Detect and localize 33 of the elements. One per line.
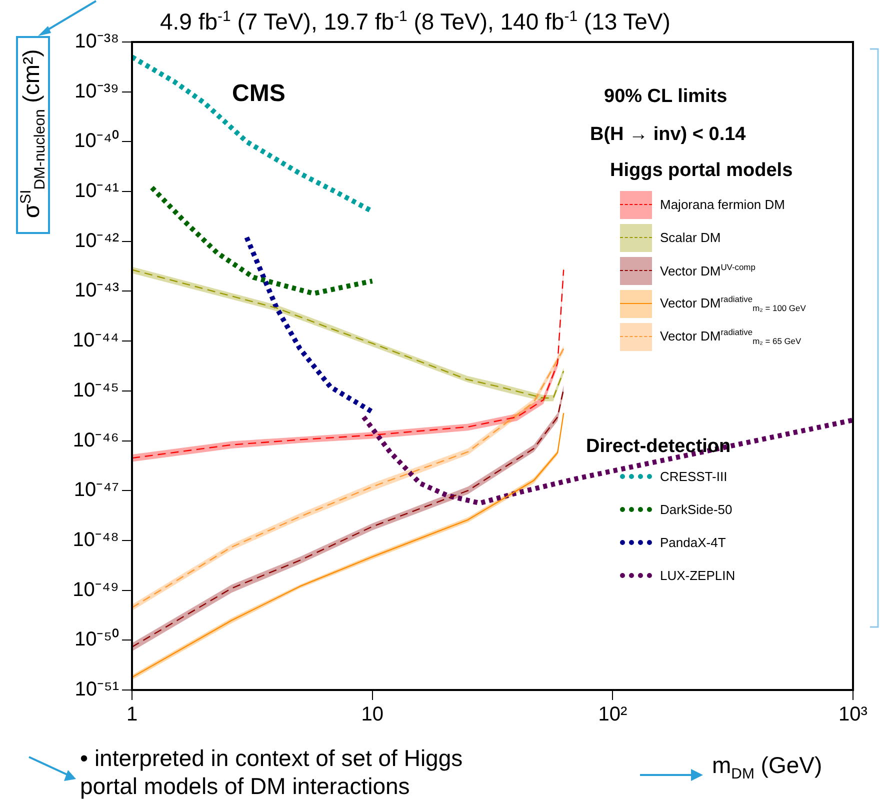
- y-tick-label: 10⁻³⁸: [74, 30, 119, 53]
- legend-label: CRESST-III: [660, 469, 728, 484]
- x-tick-label: 10³: [838, 704, 868, 726]
- x-axis-title: m$_{DM}$ (GeV): [712, 752, 822, 783]
- y-tick-label: 10⁻⁵⁰: [74, 628, 119, 651]
- x-tick-label: 1: [126, 704, 138, 726]
- x-tick-label: 10: [361, 704, 384, 726]
- text: • interpreted in context of set of Higgs portal models of DM interactions: [80, 744, 464, 800]
- y-tick-label: 10⁻⁴⁹: [72, 578, 119, 601]
- annotation: 90% CL limits: [604, 86, 728, 108]
- y-tick-label: 10⁻⁴⁸: [72, 528, 119, 551]
- chart-title: 4.9 fb$^{-1}$ (7 TeV), 19.7 fb$^{-1}$ (8 TeV), 140 fb$^{-1}$ (13 TeV): [160, 8, 670, 36]
- legend-title: Higgs portal models: [610, 160, 794, 182]
- legend-label: Vector DM$^{UV-comp}$: [660, 262, 756, 279]
- x-tick-label: 10²: [598, 704, 628, 726]
- y-tick-label: 10⁻⁴⁶: [72, 429, 119, 452]
- y-tick-label: 10⁻⁴²: [74, 230, 120, 252]
- legend-label: Majorana fermion DM: [660, 197, 785, 212]
- y-tick-label: 10⁻⁴⁰: [74, 129, 119, 152]
- legend-label: DarkSide-50: [660, 502, 732, 517]
- annotation: Direct-detection: [586, 436, 731, 458]
- y-tick-label: 10⁻⁴⁵: [72, 379, 119, 402]
- y-tick-label: 10⁻⁴¹: [74, 180, 120, 202]
- legend-label: Scalar DM: [660, 230, 721, 245]
- legend-label: PandaX-4T: [660, 535, 726, 550]
- y-tick-label: 10⁻⁴⁷: [74, 479, 119, 502]
- annotation: B(H → inv) < 0.14: [590, 124, 746, 146]
- y-tick-label: 10⁻⁵¹: [74, 678, 120, 701]
- y-tick-label: 10⁻⁴³: [74, 280, 120, 302]
- y-tick-label: 10⁻³⁹: [74, 80, 119, 102]
- annotation: CMS: [232, 80, 286, 108]
- y-tick-label: 10⁻⁴⁴: [72, 330, 119, 352]
- legend-label: LUX-ZEPLIN: [660, 568, 736, 583]
